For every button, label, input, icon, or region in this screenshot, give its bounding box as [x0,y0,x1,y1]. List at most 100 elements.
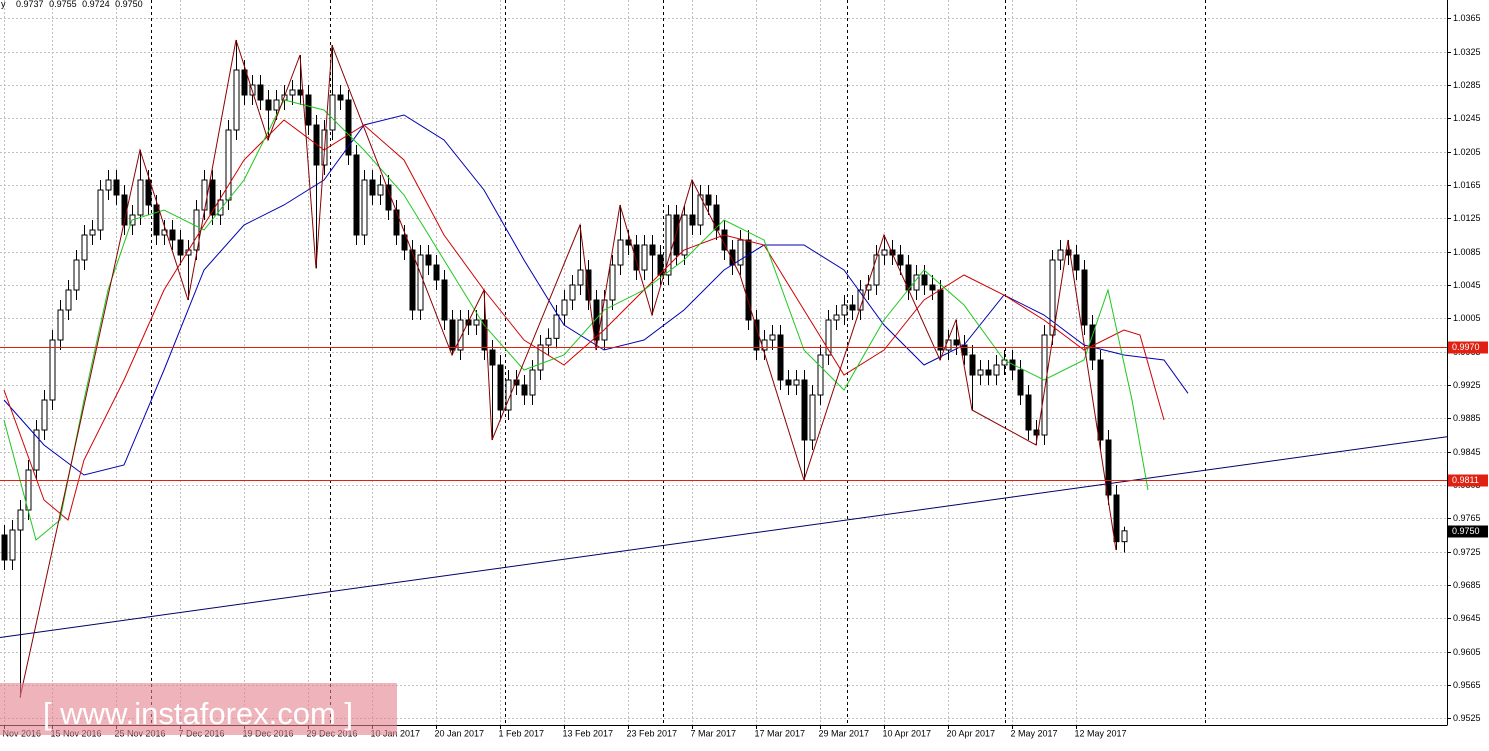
x-tick-label: 29 Mar 2017 [819,728,870,738]
x-tick-label: 2 May 2017 [1011,728,1058,738]
x-tick-label: 1 Feb 2017 [499,728,545,738]
candle-body [897,254,904,266]
candle-body [1049,259,1056,336]
candle-body [17,509,24,531]
y-tick-label: 0.9525 [1453,713,1481,723]
candle-body [57,309,64,341]
candle-body [145,179,152,206]
y-tick-label: 1.0325 [1453,47,1481,57]
y-tick-label: 1.0085 [1453,247,1481,257]
candle-body [1121,530,1128,543]
candle-body [233,69,240,131]
candle-body [529,369,536,396]
candle-body [993,364,1000,376]
candle-body [209,179,216,216]
indicator-line [0,436,1447,638]
y-tick-label: 0.9565 [1453,680,1481,690]
candle-body [1113,494,1120,543]
candle-body [777,334,784,381]
candle-body [601,299,608,341]
candle-body [417,254,424,311]
grid [0,0,1447,725]
candle-body [385,184,392,211]
candle-body [305,94,312,126]
candle-body [153,204,160,236]
candle-body [1041,334,1048,436]
candle-body [633,244,640,271]
candle-body [953,339,960,346]
y-tick-label: 1.0245 [1453,113,1481,123]
y-tick-label: 0.9605 [1453,647,1481,657]
candle-body [89,229,96,236]
watermark-text: [ www.instaforex.com ] [43,696,353,731]
x-tick-label: 20 Jan 2017 [435,728,485,738]
candle-body [1105,439,1112,496]
candle-body [849,304,856,311]
candle-body [105,179,112,191]
candle-body [113,179,120,196]
candle-body [393,209,400,236]
candle-body [473,319,480,326]
candle-body [1,534,8,561]
candle-body [793,379,800,386]
y-tick-label: 1.0365 [1453,13,1481,23]
candle-body [1017,369,1024,396]
candle-body [345,99,352,156]
x-tick-label: 12 May 2017 [1075,728,1127,738]
candle-body [561,299,568,316]
y-tick-label: 1.0165 [1453,180,1481,190]
symbol: y [1,0,6,9]
high-value: 0.9755 [49,0,77,9]
y-tick-label: 0.9725 [1453,547,1481,557]
candle-body [313,124,320,166]
y-tick-label: 1.0005 [1453,313,1481,323]
candle-body [617,239,624,266]
price-tag-label: 0.9750 [1452,526,1480,536]
candle-body [337,94,344,101]
candle-body [377,184,384,196]
candle-body [785,379,792,386]
candle-body [737,239,744,266]
candle-body [657,254,664,276]
candle-body [353,154,360,236]
watermark-box [0,683,397,735]
candle-body [641,244,648,271]
price-tag-label: 0.9970 [1452,342,1480,352]
price-tag-box [1448,525,1488,538]
y-tick-label: 0.9925 [1453,380,1481,390]
x-tick-label: 7 Mar 2017 [691,728,737,738]
candle-body [577,269,584,286]
y-tick-label: 0.9845 [1453,447,1481,457]
candle-body [433,264,440,281]
candle-body [1057,249,1064,261]
candle-body [649,244,656,256]
candle-body [921,274,928,286]
candle-body [937,289,944,351]
candle-body [553,314,560,339]
y-tick-label: 1.0045 [1453,280,1481,290]
candles [1,40,1128,698]
candle-body [49,339,56,401]
candle-body [689,214,696,226]
candle-body [481,319,488,351]
x-tick-label: 20 Apr 2017 [947,728,996,738]
indicator-line [3,99,1149,541]
y-tick-label: 0.9885 [1453,413,1481,423]
candle-body [369,179,376,196]
candle-body [609,264,616,301]
candle-body [97,189,104,231]
candle-body [161,229,168,236]
header: y 0.9737 0.9755 0.9724 0.9750 [1,0,143,9]
candle-body [201,179,208,211]
candle-body [961,344,968,356]
candle-body [9,529,16,561]
candle-body [969,354,976,376]
candle-body [545,337,552,346]
candle-body [977,369,984,376]
candle-body [521,384,528,396]
candle-body [537,344,544,371]
candle-body [257,84,264,101]
y-tick-label: 0.9645 [1453,613,1481,623]
candle-body [801,379,808,441]
